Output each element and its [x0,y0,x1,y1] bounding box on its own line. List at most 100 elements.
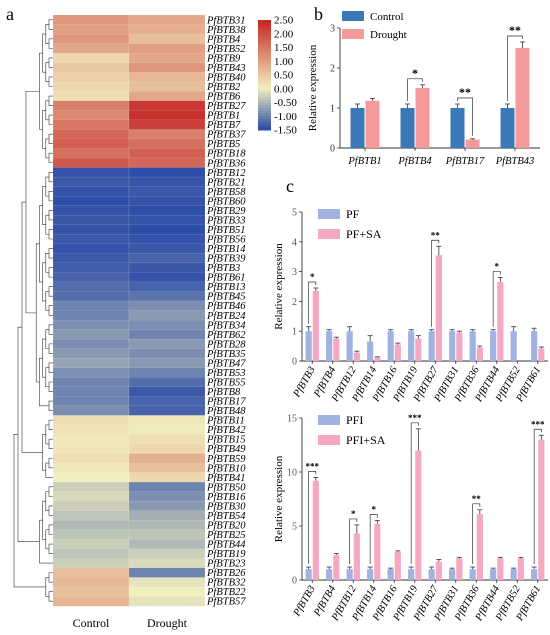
colorbar-segment [258,53,271,57]
bar [531,569,538,580]
heatmap-row-label: PfBTB61 [206,273,246,284]
heatmap-cell [128,510,206,521]
heatmap-row-label: PfBTB51 [206,225,246,236]
bar [435,561,442,580]
heatmap-cell [52,472,130,483]
dendrogram-branch [48,543,53,554]
y-tick-label: 0 [330,144,335,155]
heatmap-cell [52,33,130,45]
bar [476,347,483,361]
dendrogram-branch [48,286,53,297]
heatmap-cell [52,110,130,121]
dendrogram-branch [35,243,40,383]
dendrogram-branch [48,114,53,125]
colorbar-segment [258,110,271,114]
heatmap-panel: PfBTB31PfBTB38PfBTB4PfBTB52PfBTB9PfBTB43… [13,15,297,630]
heatmap-cell [128,358,206,369]
heatmap-row-label: PfBTB46 [206,301,246,312]
colorbar-tick-label: 0.50 [274,70,294,82]
dendrogram-branch [48,305,53,316]
legend-label: PFI [346,413,363,427]
heatmap-row-label: PfBTB1 [206,111,240,122]
heatmap-cell [52,300,130,311]
dendrogram-branch [25,90,40,314]
heatmap-row-label: PfBTB19 [206,549,246,560]
dendrogram-branch [42,186,46,226]
heatmap-row-label: PfBTB29 [206,206,246,217]
heatmap-cell [128,453,206,464]
heatmap-cell [52,52,130,64]
legend-label: PF+SA [346,227,382,241]
significance-bracket [472,503,481,565]
y-tick-label: 3 [330,24,335,35]
dendrogram-branch [48,76,53,87]
bar [408,331,415,361]
dendrogram-branch [45,291,49,311]
bar [435,255,442,361]
dendrogram-branch [48,57,53,68]
significance-marker: * [495,262,500,272]
heatmap-cell [52,243,130,254]
heatmap-cell [128,176,206,188]
colorbar-segment [258,55,271,59]
heatmap-row-label: PfBTB55 [206,377,246,388]
heatmap-cell [128,558,206,569]
bar [415,88,430,148]
heatmap-cell [128,91,206,102]
bar [333,338,340,361]
significance-bracket [369,514,378,565]
dendrogram-branch [48,324,53,335]
legend-label: Drought [370,29,407,41]
legend-swatch [342,29,364,39]
heatmap-cell [128,186,206,197]
bar [415,450,422,580]
dendrogram-branch [48,210,53,221]
significance-bracket [507,35,523,101]
heatmap-row-label: PfBTB34 [206,320,246,331]
bar [456,558,463,580]
heatmap-row-label: PfBTB32 [206,578,246,589]
heatmap-cell [52,558,130,569]
heatmap-cell [128,138,206,149]
heatmap-row-label: PfBTB50 [206,482,246,493]
dendrogram-branch [39,205,43,283]
heatmap-row-label: PfBTB21 [206,177,246,188]
significance-marker: *** [531,419,545,429]
bar [350,108,365,148]
significance-bracket [492,271,501,327]
heatmap-cell [128,520,206,531]
significance-bracket [410,422,419,565]
heatmap-cell [128,481,206,493]
colorbar-segment [258,69,271,73]
heatmap-row-label: PfBTB23 [206,559,246,570]
colorbar-segment [258,66,271,70]
heatmap-cell [128,329,206,340]
dendrogram-branch [48,19,53,30]
colorbar-segment [258,72,271,76]
heatmap-row-label: PfBTB43 [206,63,246,74]
colorbar-segment [258,61,271,65]
colorbar-tick-label: 0.00 [274,83,294,95]
heatmap-cell [128,577,206,588]
colorbar-segment [258,44,271,48]
heatmap-cell [52,491,130,502]
bar [469,569,476,580]
bar [374,523,381,580]
colorbar-tick-label: 2.00 [274,28,294,40]
bar [449,569,456,580]
heatmap-cell [52,577,130,588]
heatmap-cell [128,348,206,359]
dendrogram-branch [48,457,53,469]
dendrogram-branch [42,262,46,302]
colorbar-segment [258,113,271,117]
heatmap-cell [128,215,206,226]
heatmap-cell [128,195,206,207]
y-axis-label: Relative expression [273,455,285,542]
heatmap-row-label: PfBTB60 [206,196,246,207]
heatmap-cell [52,81,130,92]
heatmap-cell [128,43,206,54]
colorbar-tick-label: -1.00 [274,111,297,123]
heatmap-cell [52,453,130,464]
heatmap-cell [52,167,130,178]
dendrogram-branch [48,505,53,516]
